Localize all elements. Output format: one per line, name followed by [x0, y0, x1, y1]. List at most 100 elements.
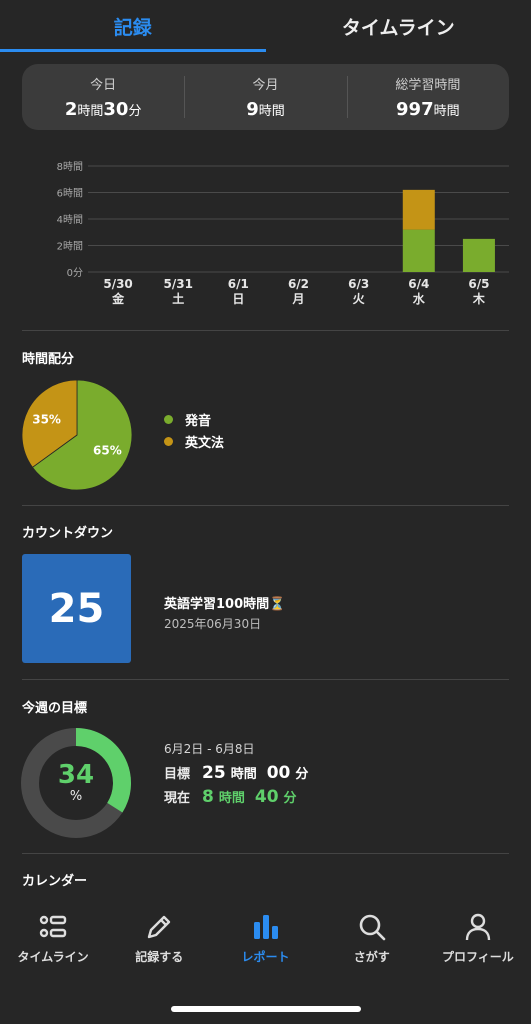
pie-legend: 発音 英文法	[164, 412, 224, 456]
goal-target-minutes: 00	[266, 763, 291, 783]
daily-study-bar-chart: 8時間 6時間 4時間 2時間 0分 5/30金 5/31土 6/1日 6/2月 6/3火 6/4水…	[57, 161, 509, 306]
countdown-days-box[interactable]: 25	[22, 554, 131, 663]
summary-today-value: 2時間30分	[65, 99, 142, 120]
bottom-navigation: タイムライン 記録する レポート さがす プロフィール	[0, 912, 531, 976]
x-weekday-label: 火	[353, 292, 366, 306]
x-weekday-label: 土	[172, 291, 184, 306]
search-icon	[357, 912, 387, 942]
legend-label-grammar: 英文法	[185, 435, 225, 451]
bar-segment	[402, 229, 435, 272]
time-distribution-pie-chart: 65% 35%	[21, 379, 133, 491]
y-tick-label: 2時間	[57, 241, 83, 253]
countdown-title: カウントダウン	[22, 526, 114, 541]
x-weekday-label: 金	[111, 291, 125, 306]
pie-slice	[31, 379, 133, 491]
y-tick-label: 4時間	[57, 214, 83, 226]
x-tick-label: 6/4	[408, 277, 429, 291]
legend-label-pronunciation: 発音	[185, 413, 212, 429]
x-weekday-label: 水	[413, 291, 426, 306]
goal-ring-progress	[75, 728, 131, 813]
y-tick-label: 6時間	[57, 188, 83, 200]
summary-total-label: 総学習時間	[395, 78, 461, 93]
legend-item-grammar: 英文法	[164, 434, 225, 451]
summary-month-label: 今月	[252, 78, 279, 93]
nav-profile[interactable]: プロフィール	[425, 912, 531, 976]
goal-current-minutes: 40	[254, 787, 279, 807]
goal-target-hours-unit: 時間	[230, 767, 257, 782]
today-minutes-unit: 分	[128, 104, 142, 119]
goal-current-label: 現在	[164, 791, 191, 806]
divider	[22, 505, 509, 506]
summary-total: 総学習時間 997時間	[346, 64, 509, 130]
total-hours-unit: 時間	[433, 104, 460, 119]
legend-dot-pronunciation	[164, 414, 173, 424]
time-distribution-title: 時間配分	[22, 352, 75, 367]
goal-current-row: 現在 8 時間 40 分	[164, 787, 318, 811]
pencil-icon	[144, 912, 174, 942]
x-tick-label: 5/31	[163, 277, 192, 291]
countdown-days: 25	[48, 585, 105, 632]
weekly-goal-progress-ring	[21, 728, 131, 838]
month-hours: 9	[246, 99, 259, 120]
goal-current-minutes-unit: 分	[283, 791, 297, 806]
goal-percent: 34 %	[20, 760, 132, 804]
pie-slice-label: 35%	[32, 413, 61, 427]
summary-today: 今日 2時間30分	[22, 64, 184, 130]
bar-segment	[402, 189, 435, 230]
legend-dot-grammar	[164, 436, 173, 446]
nav-profile-label: プロフィール	[442, 950, 514, 964]
nav-report-label: レポート	[241, 950, 290, 964]
top-tabs: 記録 タイムライン	[0, 0, 531, 52]
summary-card: 今日 2時間30分 今月 9時間 総学習時間 997時間	[22, 64, 509, 130]
countdown-goal-date: 2025年06月30日	[164, 617, 262, 631]
x-tick-label: 6/2	[288, 277, 309, 291]
pie-slice	[21, 379, 78, 468]
goal-percent-sign: %	[69, 789, 83, 804]
tab-timeline[interactable]: タイムライン	[341, 16, 455, 39]
list-icon	[38, 912, 68, 942]
bar-segment	[462, 238, 495, 272]
bar-chart-icon	[251, 912, 281, 942]
y-tick-label: 0分	[67, 267, 83, 279]
x-weekday-label: 月	[291, 292, 304, 306]
weekly-goal-info: 6月2日 - 6月8日 目標 25 時間 00 分 現在 8 時間 40 分	[164, 740, 318, 811]
pie-slice-label: 65%	[93, 443, 122, 457]
nav-search[interactable]: さがす	[319, 912, 425, 976]
weekly-goal-title: 今週の目標	[22, 701, 88, 716]
legend-item-pronunciation: 発音	[164, 412, 224, 429]
nav-timeline[interactable]: タイムライン	[0, 912, 106, 976]
goal-target-hours: 25	[202, 763, 226, 783]
summary-total-value: 997時間	[396, 99, 460, 120]
x-tick-label: 6/5	[468, 277, 489, 291]
summary-month: 今月 9時間	[184, 64, 346, 130]
y-tick-label: 8時間	[57, 161, 83, 173]
summary-month-value: 9時間	[246, 99, 285, 120]
goal-target-label: 目標	[164, 767, 191, 782]
calendar-title: カレンダー	[22, 874, 88, 889]
today-minutes: 30	[103, 99, 129, 120]
user-icon	[463, 912, 493, 942]
nav-timeline-label: タイムライン	[17, 950, 89, 964]
goal-date-range: 6月2日 - 6月8日	[164, 742, 255, 756]
nav-search-label: さがす	[353, 950, 390, 964]
x-tick-label: 6/3	[348, 277, 369, 291]
divider	[22, 330, 509, 331]
nav-record-label: 記録する	[135, 950, 184, 964]
total-hours: 997	[396, 99, 434, 120]
x-tick-label: 6/1	[228, 277, 249, 291]
x-tick-label: 5/30	[103, 277, 132, 291]
nav-record[interactable]: 記録する	[106, 912, 212, 976]
goal-current-hours: 8	[202, 787, 214, 807]
today-hours: 2	[64, 99, 78, 120]
divider	[22, 679, 509, 680]
goal-percent-value: 34	[57, 760, 95, 790]
today-hours-unit: 時間	[77, 104, 104, 119]
countdown-goal-title: 英語学習100時間⏳	[164, 597, 286, 612]
tab-record[interactable]: 記録	[0, 0, 266, 52]
nav-report[interactable]: レポート	[212, 912, 318, 976]
goal-target-row: 目標 25 時間 00 分	[164, 763, 318, 787]
goal-target-minutes-unit: 分	[295, 767, 309, 782]
month-hours-unit: 時間	[258, 104, 285, 119]
goal-current-hours-unit: 時間	[218, 791, 245, 806]
home-indicator	[171, 1006, 361, 1012]
